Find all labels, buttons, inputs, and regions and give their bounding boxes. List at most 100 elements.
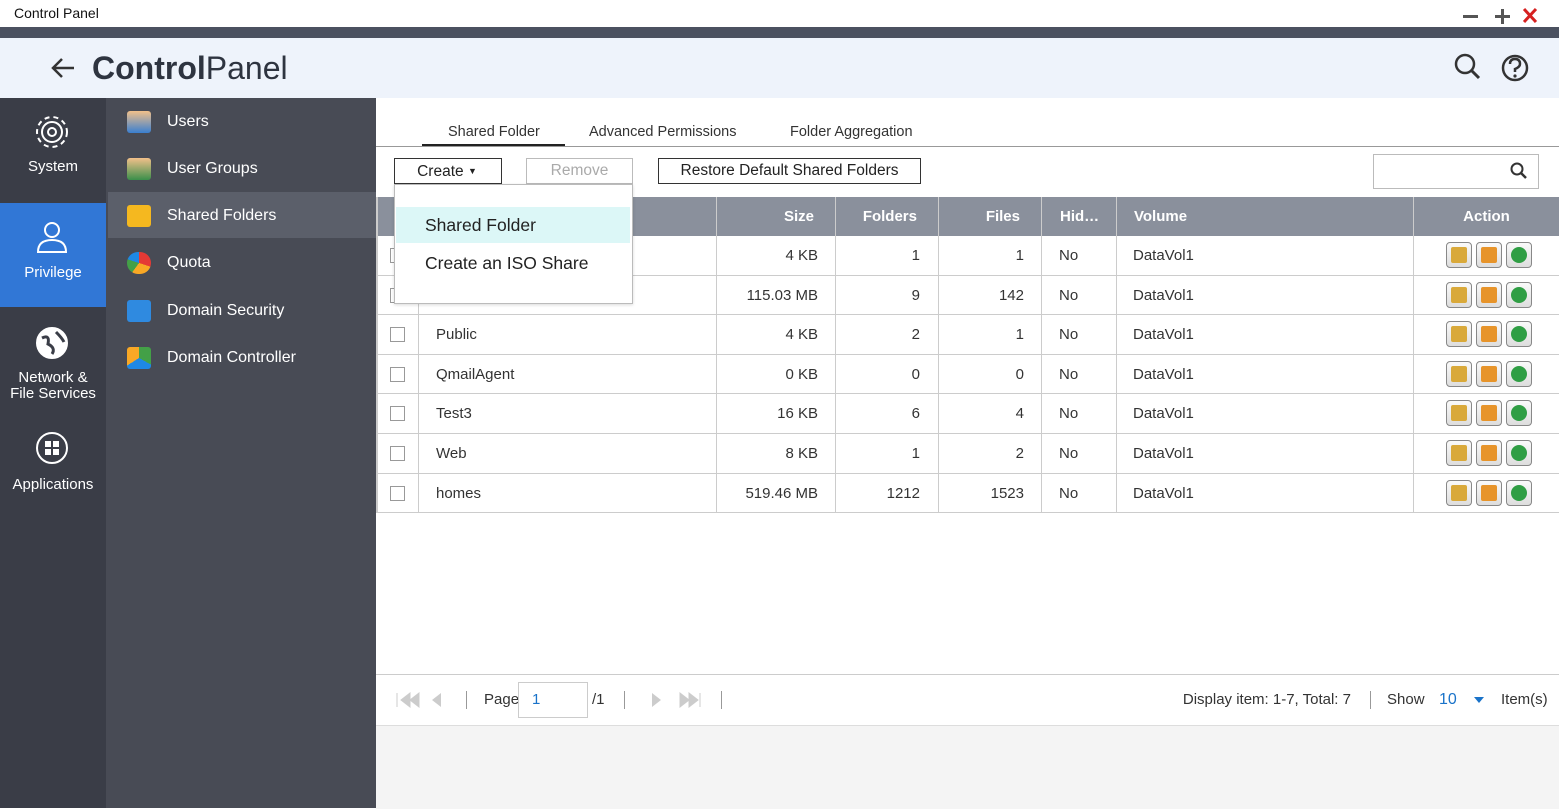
action-button[interactable] <box>1506 400 1532 427</box>
tab[interactable]: Folder Aggregation <box>790 124 913 140</box>
action-icon <box>1511 484 1527 501</box>
nav-selected <box>0 203 106 307</box>
cell: DataVol1 <box>1133 365 1194 383</box>
action-button[interactable] <box>1506 242 1532 268</box>
tab[interactable]: Shared Folder <box>448 124 540 140</box>
cell: 9 <box>911 286 920 304</box>
page-input[interactable] <box>518 682 588 718</box>
table-row <box>378 276 1559 316</box>
folder-icon <box>127 205 151 227</box>
separator <box>624 691 625 709</box>
cell: Web <box>436 445 467 462</box>
action-button[interactable] <box>1506 321 1532 348</box>
separator <box>721 691 722 709</box>
cell: 115.03 MB <box>746 286 818 304</box>
action-button[interactable] <box>1506 360 1532 387</box>
title-bar <box>0 0 1559 27</box>
action-icon <box>1511 247 1527 263</box>
action-icon <box>1511 286 1527 303</box>
cell: 0 <box>1015 365 1024 383</box>
cell: 1212 <box>886 484 920 502</box>
action-icon <box>1451 445 1467 461</box>
cell: 6 <box>911 405 920 423</box>
back-arrow[interactable] <box>48 56 78 80</box>
submenu-item[interactable]: Shared Folders <box>167 207 277 224</box>
row-checkbox[interactable] <box>390 406 405 422</box>
per-page[interactable]: 10 <box>1439 691 1457 708</box>
nav-item[interactable]: System <box>27 158 78 175</box>
action-button[interactable] <box>1506 281 1532 308</box>
tab-underline <box>422 144 565 146</box>
action-button[interactable] <box>1476 321 1502 348</box>
groups-icon <box>127 158 151 180</box>
action-button[interactable] <box>1446 400 1472 427</box>
page-label: Page <box>484 691 520 708</box>
cell: 4 <box>1015 405 1024 423</box>
header-icons[interactable] <box>1452 52 1532 84</box>
row-checkbox[interactable] <box>390 366 405 382</box>
action-button[interactable] <box>1446 321 1472 348</box>
create-label: Create <box>417 163 464 180</box>
action-button[interactable] <box>1476 479 1502 506</box>
column-header[interactable]: Action <box>1463 208 1510 225</box>
action-button[interactable] <box>1506 440 1532 466</box>
column-header[interactable]: Volume <box>1134 208 1188 225</box>
pager-arrows[interactable] <box>394 691 714 709</box>
cell: DataVol1 <box>1133 247 1194 264</box>
action-button[interactable] <box>1446 440 1472 466</box>
column-header[interactable]: Size <box>783 208 814 225</box>
action-button[interactable] <box>1506 479 1532 506</box>
search-box[interactable] <box>1373 154 1539 189</box>
nav-icons <box>36 116 68 464</box>
cell: 1523 <box>990 484 1024 502</box>
restore-button[interactable]: Restore Default Shared Folders <box>658 158 921 184</box>
action-button[interactable] <box>1476 281 1502 308</box>
row-checkbox[interactable] <box>390 485 405 501</box>
cell: 0 KB <box>785 365 818 383</box>
per-page-caret[interactable] <box>1473 695 1485 705</box>
search-icon[interactable] <box>1509 161 1529 181</box>
tab[interactable]: Advanced Permissions <box>589 124 737 140</box>
action-button[interactable] <box>1476 360 1502 387</box>
cell: No <box>1059 286 1079 304</box>
action-button[interactable] <box>1476 242 1502 268</box>
remove-button[interactable]: Remove <box>526 158 633 184</box>
dropdown-item[interactable]: Shared Folder <box>425 215 536 235</box>
row-checkbox[interactable] <box>390 327 405 343</box>
cell: 16 KB <box>777 405 818 423</box>
action-button[interactable] <box>1476 440 1502 466</box>
action-button[interactable] <box>1446 360 1472 387</box>
column-header[interactable]: Hid… <box>1060 208 1100 225</box>
action-icon <box>1481 445 1497 461</box>
dropdown-item[interactable]: Create an ISO Share <box>425 253 589 273</box>
cell: 2 <box>911 326 920 344</box>
action-icon <box>1481 405 1497 422</box>
header-title-light: Panel <box>205 50 288 86</box>
cell: 519.46 MB <box>745 484 818 502</box>
submenu-item[interactable]: Quota <box>167 254 211 271</box>
column-header[interactable]: Files <box>985 208 1020 225</box>
nav-item[interactable]: Privilege <box>24 264 82 281</box>
nav-item[interactable]: Applications <box>12 476 94 493</box>
submenu-item[interactable]: Users <box>167 113 209 130</box>
submenu-item[interactable]: Domain Security <box>167 302 285 319</box>
submenu-item[interactable]: User Groups <box>167 160 258 177</box>
action-button[interactable] <box>1476 400 1502 427</box>
row-checkbox[interactable] <box>390 446 405 461</box>
table-row <box>378 394 1559 434</box>
submenu-item[interactable]: Domain Controller <box>167 349 296 366</box>
cell: 0 <box>911 365 920 383</box>
action-button[interactable] <box>1446 242 1472 268</box>
action-button[interactable] <box>1446 479 1472 506</box>
cell: 4 KB <box>785 247 818 264</box>
window-title: Control Panel <box>14 5 99 21</box>
submenu-selected <box>108 192 376 238</box>
nav-item[interactable]: Network & File Services <box>10 369 96 402</box>
create-button[interactable]: Create ▼ <box>394 158 502 184</box>
table-row <box>378 236 1559 276</box>
column-header[interactable]: Folders <box>862 208 917 225</box>
window-controls[interactable] <box>1455 4 1555 24</box>
action-icon <box>1451 247 1467 263</box>
action-button[interactable] <box>1446 281 1472 308</box>
